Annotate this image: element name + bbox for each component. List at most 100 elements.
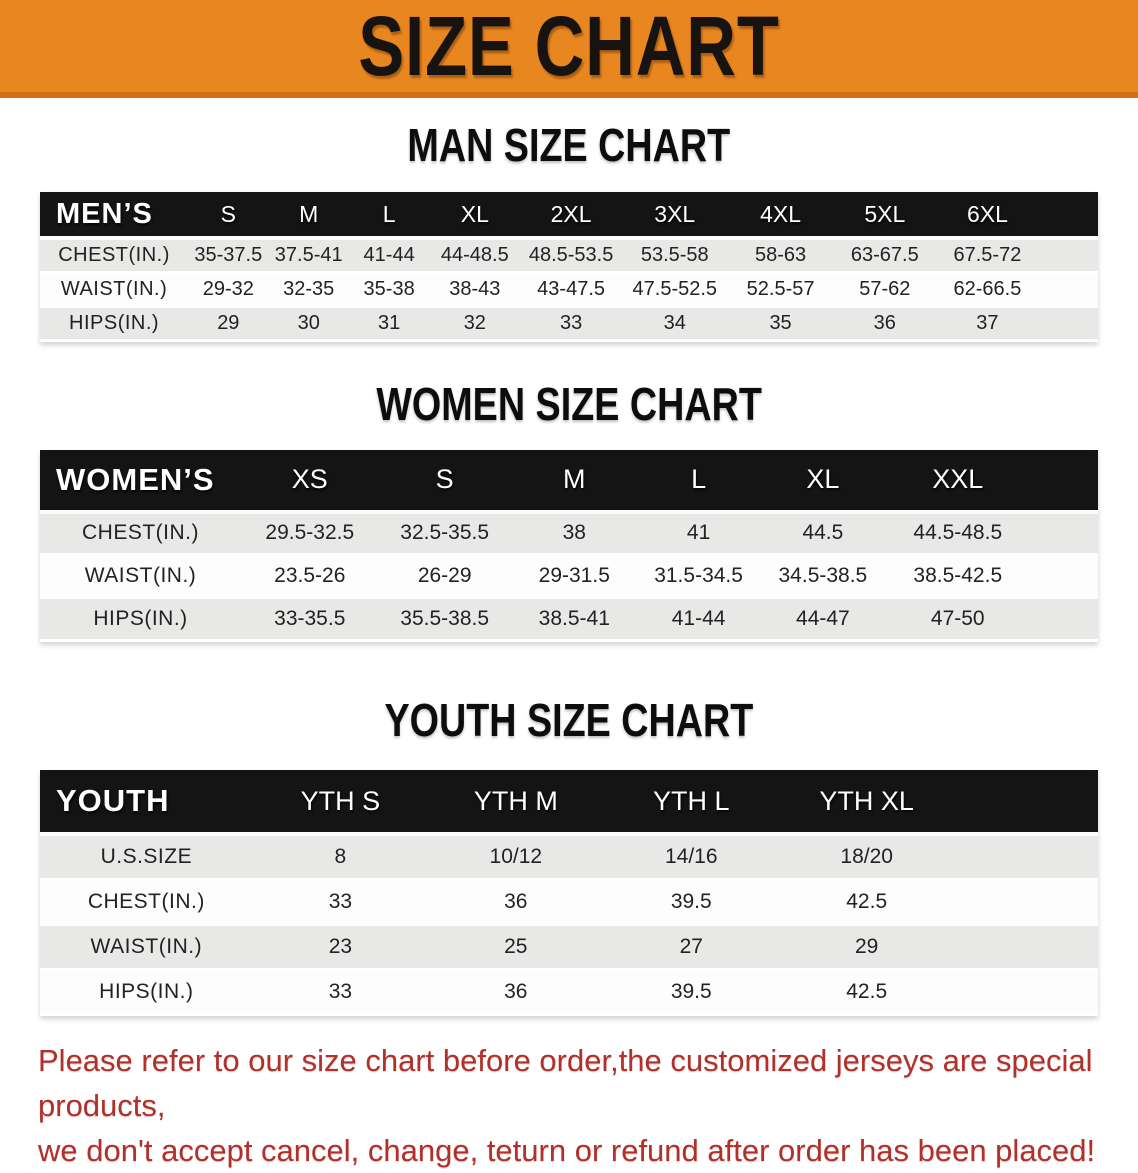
women-table-row: CHEST(IN.) 29.5-32.5 32.5-35.5 38 41 44.5 44.5… — [40, 511, 1098, 556]
men-size-value-cell: 29-32 — [188, 272, 269, 308]
men-size-value-cell: 63-67.5 — [833, 238, 937, 274]
women-row-filler — [1029, 554, 1098, 599]
men-size-value-cell: 38-43 — [429, 272, 521, 308]
youth-header-filler — [954, 770, 1098, 836]
women-section-heading-text: WOMEN SIZE CHART — [376, 377, 762, 430]
youth-size-value-cell: 18/20 — [778, 834, 955, 881]
youth-row-filler — [954, 834, 1098, 881]
youth-section-heading-text: YOUTH SIZE CHART — [384, 694, 754, 746]
men-row-filler — [1038, 238, 1098, 274]
men-table-row: CHEST(IN.) 35-37.5 37.5-41 41-44 44-48.5 48.5… — [40, 238, 1098, 274]
women-size-value-cell: 44-47 — [759, 597, 887, 642]
women-size-value-cell: 44.5-48.5 — [886, 511, 1030, 556]
youth-size-value-cell: 42.5 — [778, 879, 955, 926]
men-size-value-cell: 36 — [833, 306, 937, 342]
youth-row-label: HIPS(IN.) — [40, 969, 253, 1016]
disclaimer-line-1: Please refer to our size chart before or… — [38, 1042, 1093, 1123]
women-header-row: WOMEN’S XS S M L XL XXL — [40, 449, 1098, 514]
banner-title-text: SIZE CHART — [358, 0, 780, 93]
men-column-header: 5XL — [833, 192, 937, 240]
men-size-value-cell: 32-35 — [268, 272, 349, 308]
youth-row-filler — [954, 924, 1098, 971]
men-size-value-cell: 43-47.5 — [520, 272, 622, 308]
women-size-value-cell: 29.5-32.5 — [241, 511, 379, 556]
men-section-heading: MAN SIZE CHART — [0, 119, 1138, 171]
youth-size-value-cell: 42.5 — [778, 969, 955, 1016]
women-section-heading: WOMEN SIZE CHART — [0, 378, 1138, 430]
women-column-header: XXL — [886, 449, 1030, 514]
youth-size-value-cell: 10/12 — [428, 834, 604, 881]
youth-size-value-cell: 14/16 — [603, 834, 779, 881]
women-row-label: HIPS(IN.) — [40, 597, 242, 642]
youth-size-value-cell: 8 — [252, 834, 429, 881]
women-row-label: WAIST(IN.) — [40, 554, 242, 599]
men-size-value-cell: 33 — [520, 306, 622, 342]
men-section-heading-text: MAN SIZE CHART — [407, 119, 731, 171]
men-row-label: HIPS(IN.) — [40, 306, 189, 342]
women-size-value-cell: 26-29 — [378, 554, 511, 599]
men-size-value-cell: 44-48.5 — [429, 238, 521, 274]
women-column-header: XS — [241, 449, 379, 514]
men-column-header: 2XL — [520, 192, 622, 240]
women-size-value-cell: 32.5-35.5 — [378, 511, 511, 556]
women-size-section: WOMEN SIZE CHART WOMEN’S XS S M L XL XXL CHEST(… — [0, 378, 1138, 642]
disclaimer: Please refer to our size chart before or… — [0, 1038, 1138, 1173]
men-size-value-cell: 41-44 — [348, 238, 430, 274]
youth-size-value-cell: 25 — [428, 924, 604, 971]
men-column-header: M — [268, 192, 349, 240]
women-size-value-cell: 34.5-38.5 — [759, 554, 887, 599]
men-size-value-cell: 48.5-53.5 — [520, 238, 622, 274]
men-header-row: MEN’S S M L XL 2XL 3XL 4XL 5XL 6XL — [40, 192, 1098, 240]
youth-table-row: CHEST(IN.) 33 36 39.5 42.5 — [40, 879, 1098, 926]
youth-size-value-cell: 23 — [252, 924, 429, 971]
women-size-value-cell: 23.5-26 — [241, 554, 379, 599]
youth-size-value-cell: 27 — [603, 924, 779, 971]
youth-row-label: CHEST(IN.) — [40, 879, 253, 926]
youth-column-header: YTH XL — [778, 770, 955, 836]
men-size-value-cell: 58-63 — [727, 238, 834, 274]
men-size-value-cell: 35 — [727, 306, 834, 342]
men-header-filler — [1038, 192, 1098, 240]
men-size-value-cell: 67.5-72 — [936, 238, 1039, 274]
women-size-value-cell: 33-35.5 — [241, 597, 379, 642]
women-table-row: HIPS(IN.) 33-35.5 35.5-38.5 38.5-41 41-44 44-… — [40, 597, 1098, 642]
youth-size-table: YOUTH YTH S YTH M YTH L YTH XL U.S.SIZE 8 10/12… — [40, 770, 1098, 1016]
women-table-label: WOMEN’S — [40, 449, 242, 514]
youth-size-value-cell: 29 — [778, 924, 955, 971]
men-size-value-cell: 34 — [621, 306, 728, 342]
youth-header-row: YOUTH YTH S YTH M YTH L YTH XL — [40, 770, 1098, 836]
youth-row-filler — [954, 879, 1098, 926]
youth-column-header: YTH M — [428, 770, 604, 836]
men-size-value-cell: 30 — [268, 306, 349, 342]
youth-column-header: YTH S — [252, 770, 429, 836]
men-column-header: 6XL — [936, 192, 1039, 240]
men-size-value-cell: 29 — [188, 306, 269, 342]
women-column-header: L — [637, 449, 760, 514]
youth-size-value-cell: 39.5 — [603, 969, 779, 1016]
women-size-value-cell: 31.5-34.5 — [637, 554, 760, 599]
men-size-value-cell: 37.5-41 — [268, 238, 349, 274]
men-column-header: 3XL — [621, 192, 728, 240]
women-row-filler — [1029, 597, 1098, 642]
men-table-row: WAIST(IN.) 29-32 32-35 35-38 38-43 43-47.5 47.… — [40, 272, 1098, 308]
men-size-value-cell: 57-62 — [833, 272, 937, 308]
men-column-header: XL — [429, 192, 521, 240]
women-size-value-cell: 41 — [637, 511, 760, 556]
men-column-header: 4XL — [727, 192, 834, 240]
men-column-header: L — [348, 192, 430, 240]
men-row-label: CHEST(IN.) — [40, 238, 189, 274]
men-row-filler — [1038, 272, 1098, 308]
women-row-label: CHEST(IN.) — [40, 511, 242, 556]
youth-table-row: WAIST(IN.) 23 25 27 29 — [40, 924, 1098, 971]
men-table-row: HIPS(IN.) 29 30 31 32 33 34 35 36 37 — [40, 306, 1098, 342]
women-column-header: S — [378, 449, 511, 514]
men-size-value-cell: 37 — [936, 306, 1039, 342]
women-size-value-cell: 35.5-38.5 — [378, 597, 511, 642]
men-size-value-cell: 32 — [429, 306, 521, 342]
men-table-label: MEN’S — [40, 192, 189, 240]
youth-row-filler — [954, 969, 1098, 1016]
women-size-value-cell: 38.5-41 — [510, 597, 638, 642]
youth-size-value-cell: 36 — [428, 969, 604, 1016]
men-size-value-cell: 35-37.5 — [188, 238, 269, 274]
women-size-value-cell: 29-31.5 — [510, 554, 638, 599]
